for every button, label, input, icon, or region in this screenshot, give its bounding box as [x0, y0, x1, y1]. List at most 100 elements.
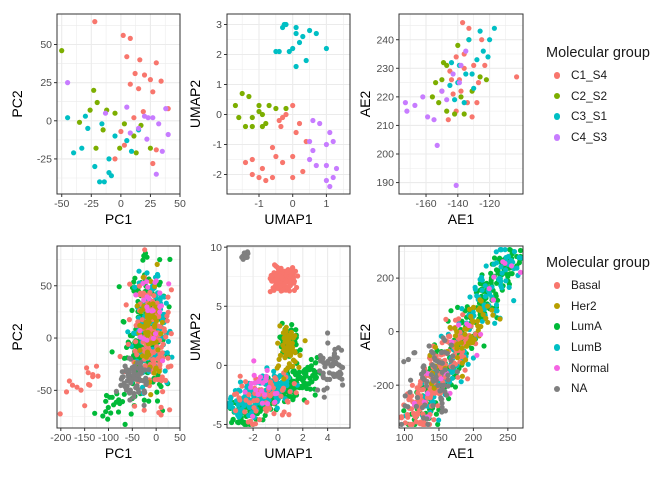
data-point — [121, 391, 127, 397]
data-point — [256, 102, 262, 109]
data-point — [159, 319, 165, 325]
data-point — [265, 401, 271, 407]
data-point — [160, 341, 166, 347]
data-point — [157, 309, 163, 315]
data-point — [466, 322, 472, 329]
data-point — [415, 411, 421, 417]
data-point — [226, 400, 233, 406]
data-point — [130, 372, 137, 379]
data-point — [281, 409, 287, 415]
data-point — [277, 323, 283, 329]
data-point — [499, 270, 505, 276]
data-point — [158, 412, 164, 418]
data-point — [82, 113, 88, 119]
data-point — [445, 377, 451, 383]
data-point — [158, 404, 164, 410]
data-point — [469, 71, 475, 77]
data-point — [290, 45, 296, 52]
data-point — [472, 286, 478, 292]
data-point — [273, 105, 279, 112]
data-point — [419, 404, 426, 411]
x-tick-label: 0 — [153, 432, 159, 444]
data-point — [488, 270, 494, 276]
data-point — [295, 273, 301, 279]
data-point — [439, 404, 445, 410]
data-point — [263, 120, 269, 127]
data-point — [327, 183, 333, 190]
data-point — [168, 287, 174, 293]
data-point — [271, 411, 277, 417]
data-point — [489, 307, 495, 313]
data-point — [124, 104, 130, 110]
data-point — [474, 293, 480, 299]
data-point — [455, 374, 461, 380]
data-point — [169, 354, 175, 360]
data-point — [244, 384, 250, 390]
data-point — [287, 393, 293, 399]
data-point — [163, 300, 169, 306]
data-point — [434, 142, 440, 148]
data-point — [252, 421, 259, 427]
data-point — [249, 123, 255, 130]
data-point — [105, 416, 111, 422]
x-tick-label: 1 — [323, 198, 329, 210]
data-point — [248, 384, 254, 390]
data-point — [296, 120, 303, 127]
data-point — [274, 277, 280, 283]
data-point — [92, 163, 98, 170]
data-point — [286, 336, 292, 342]
data-point — [131, 394, 137, 400]
data-point — [249, 114, 255, 121]
x-tick-label: -200 — [50, 432, 71, 444]
data-points — [226, 249, 346, 427]
x-tick-label: -1 — [254, 198, 263, 210]
x-tick-label: -150 — [74, 432, 95, 444]
data-point — [125, 341, 131, 347]
data-point — [511, 298, 517, 304]
data-point — [85, 370, 91, 376]
data-point — [324, 360, 330, 366]
data-point — [310, 147, 316, 154]
data-point — [246, 93, 252, 100]
data-point — [269, 273, 275, 279]
data-points — [398, 247, 524, 427]
data-point — [442, 408, 448, 414]
data-point — [445, 383, 451, 389]
data-point — [242, 409, 248, 415]
data-point — [154, 398, 161, 404]
data-point — [251, 372, 257, 378]
y-tick-label: 10 — [210, 242, 222, 254]
data-point — [236, 114, 242, 121]
x-tick-label: -2 — [248, 432, 257, 444]
data-point — [469, 318, 475, 324]
data-point — [278, 393, 284, 399]
data-point — [154, 300, 160, 306]
data-point — [452, 97, 458, 103]
data-point — [463, 71, 469, 77]
data-point — [474, 352, 480, 358]
data-point — [444, 97, 450, 103]
data-point — [517, 247, 524, 254]
y-tick-label: 25 — [40, 77, 52, 89]
data-point — [102, 110, 109, 116]
data-point — [149, 308, 155, 314]
data-point — [428, 372, 434, 378]
data-point — [461, 111, 467, 117]
data-point — [140, 290, 147, 296]
data-point — [420, 415, 426, 421]
data-point — [243, 254, 249, 260]
data-point — [153, 171, 159, 177]
data-point — [290, 102, 296, 109]
data-point — [132, 70, 138, 77]
data-point — [426, 343, 432, 349]
data-point — [154, 389, 160, 395]
data-point — [59, 48, 65, 54]
data-point — [458, 88, 464, 94]
data-point — [452, 325, 458, 331]
data-point — [330, 356, 336, 362]
data-point — [477, 28, 483, 34]
data-point — [150, 160, 156, 167]
data-point — [162, 368, 168, 374]
x-tick-label: 25 — [145, 198, 157, 210]
x-axis-title: UMAP1 — [264, 211, 312, 227]
